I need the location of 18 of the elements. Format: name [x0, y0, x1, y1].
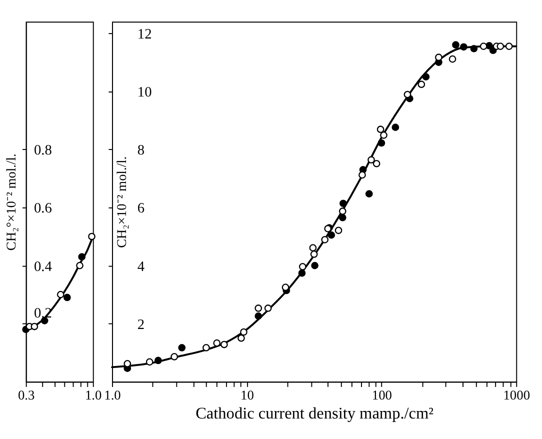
x-tick-label: 100 — [372, 387, 392, 402]
y-tick-label: 2 — [137, 316, 145, 333]
y-tick-label: 0.8 — [34, 142, 52, 159]
y-tick-label: 12 — [137, 26, 152, 43]
y-tick-label: 8 — [137, 142, 145, 159]
x-tick-label: 0.3 — [18, 387, 35, 402]
y-tick-label: 0.6 — [34, 200, 52, 217]
x-tick-label: 1.0 — [84, 387, 102, 402]
y-tick-label: 4 — [137, 258, 145, 275]
y-tick-label: 0.4 — [34, 258, 52, 275]
x-tick-label: 1000 — [503, 387, 530, 402]
y-tick-label: 6 — [137, 200, 145, 217]
x-tick-label: 1.0 — [104, 387, 122, 402]
y-axis-title: CH₂°×10⁻² mol./l. — [3, 154, 18, 251]
y-tick-label: 10 — [137, 84, 152, 101]
x-tick-label: 10 — [240, 387, 254, 402]
y-axis-title: CH₂×10⁻² mol./l. — [114, 156, 129, 248]
x-axis-title: Cathodic current density mamp./cm² — [196, 404, 434, 423]
